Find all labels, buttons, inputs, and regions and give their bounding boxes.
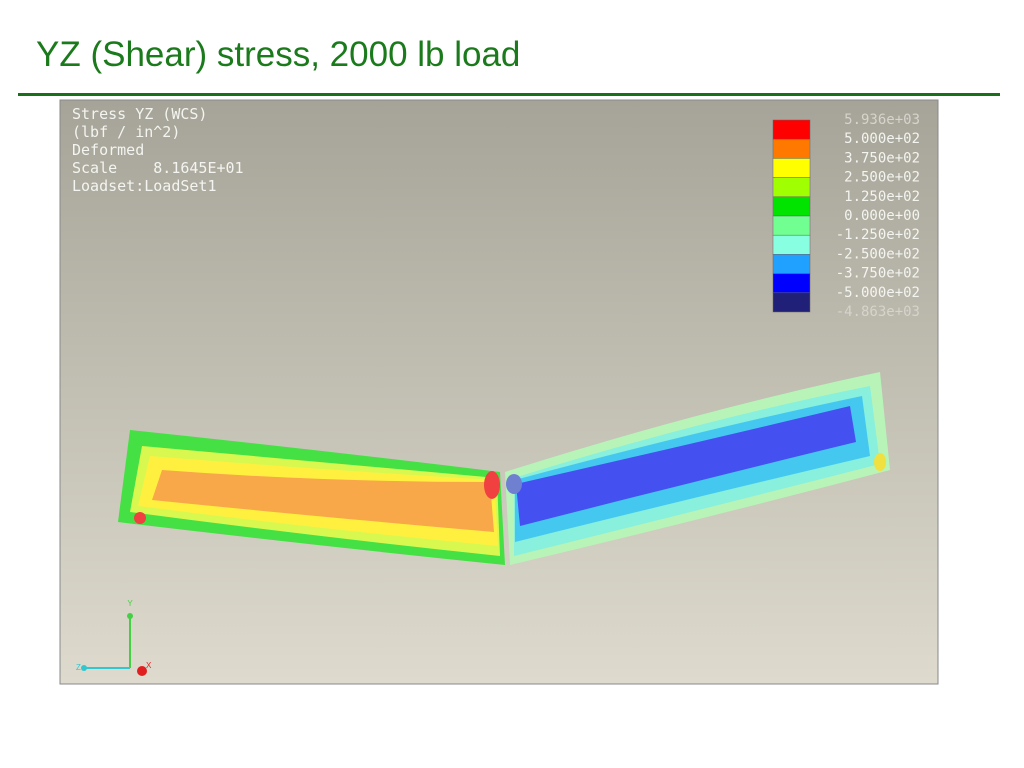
legend-swatch (772, 158, 811, 178)
beam-hotspot (874, 453, 886, 471)
beam-band (152, 470, 494, 532)
triad-dot (137, 666, 147, 676)
legend-swatch (772, 292, 811, 313)
triad-dot (127, 613, 133, 619)
legend-swatch (772, 234, 811, 255)
legend-label: 3.750e+02 (844, 150, 920, 166)
legend-label: 1.250e+02 (844, 189, 920, 205)
triad: Y Z X (76, 599, 152, 676)
legend-label: -3.750e+02 (836, 266, 920, 282)
legend-label: -5.000e+02 (836, 285, 920, 301)
info-line: Loadset:LoadSet1 (72, 177, 217, 195)
legend-swatch (772, 119, 811, 140)
legend-swatch (772, 177, 811, 198)
legend-label: 0.000e+00 (844, 208, 920, 224)
legend-label: -4.863e+03 (836, 304, 920, 320)
slide-title: YZ (Shear) stress, 2000 lb load (36, 35, 520, 74)
legend-swatch (772, 215, 811, 236)
legend: 5.936e+03 5.000e+02 3.750e+02 2.500e+02 1.25… (772, 112, 920, 320)
right-beam (505, 372, 890, 565)
legend-swatch (772, 138, 811, 159)
title-rule (18, 93, 1000, 96)
beam-hotspot (484, 471, 500, 499)
triad-label: Y (127, 599, 133, 608)
info-block: Stress YZ (WCS)(lbf / in^2)DeformedScale… (72, 105, 244, 195)
legend-swatch (772, 273, 811, 294)
legend-swatch (772, 254, 811, 274)
info-line: (lbf / in^2) (72, 123, 180, 141)
legend-swatch (772, 196, 811, 217)
triad-label: X (146, 661, 152, 670)
legend-label: 5.936e+03 (844, 112, 920, 128)
triad-label: Z (76, 663, 81, 672)
info-line: Scale 8.1645E+01 (72, 159, 244, 177)
legend-label: -1.250e+02 (836, 227, 920, 243)
beam-hotspot (506, 474, 522, 494)
legend-label: 2.500e+02 (844, 170, 920, 186)
info-line: Deformed (72, 141, 144, 159)
beam-band (516, 406, 856, 526)
legend-label: 5.000e+02 (844, 131, 920, 147)
triad-dot (81, 665, 87, 671)
legend-label: -2.500e+02 (836, 246, 920, 262)
left-beam (118, 430, 505, 565)
info-line: Stress YZ (WCS) (72, 105, 207, 123)
beam-hotspot (134, 512, 146, 524)
